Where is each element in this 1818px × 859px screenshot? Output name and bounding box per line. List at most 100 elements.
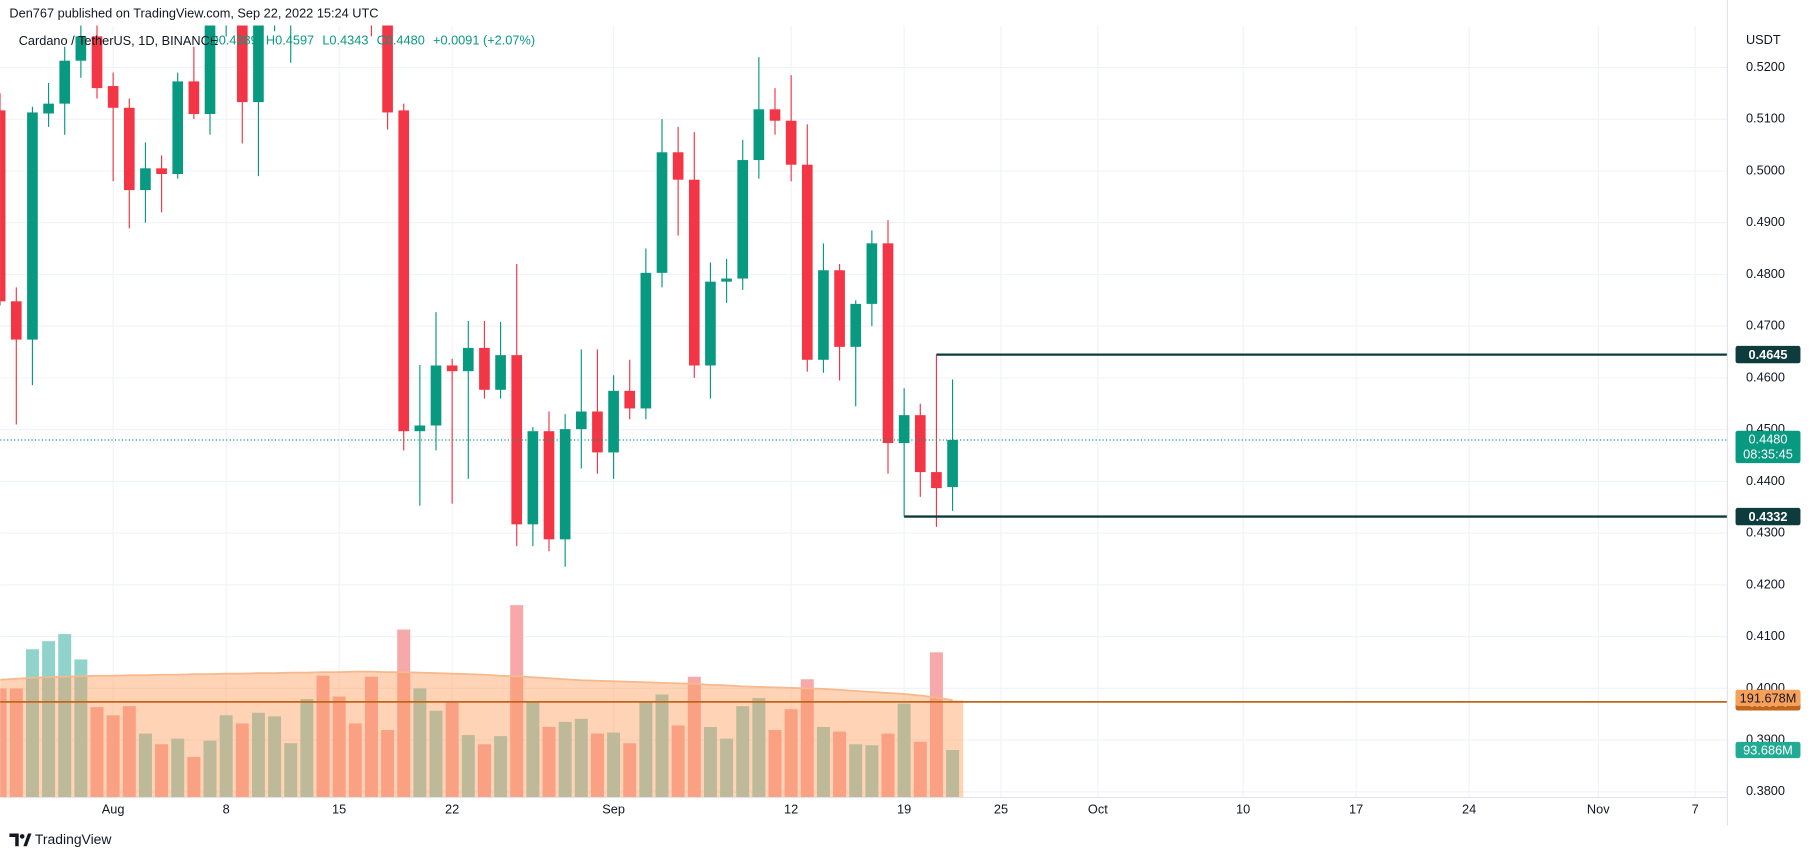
x-tick-label: Oct [1088,802,1108,817]
candle-body [575,411,587,430]
volume-label-bg [1735,741,1801,759]
y-tick-label: 0.4700 [1746,318,1785,333]
candle-body [398,110,410,432]
volume-bar [58,634,72,798]
y-tick-label: 0.4400 [1746,473,1785,488]
volume-bar [381,730,395,798]
candle-body [107,86,119,108]
volume-bar [235,723,249,798]
ohlc-open: O0.4389 [209,33,258,48]
volume-bar [929,652,943,798]
y-tick-label: 0.5200 [1746,59,1785,74]
y-tick-label: 0.4200 [1746,576,1785,591]
volume-bar [413,688,427,798]
volume-bar [268,716,282,798]
candle-body [688,179,700,366]
y-tick-label: 0.5000 [1746,162,1785,177]
candle-body [818,270,829,360]
candle-body [801,164,813,360]
candle-body [931,472,942,489]
volume-bar [155,744,169,798]
volume-bar [768,730,782,798]
volume-bar [9,688,23,798]
candle-body [253,25,264,103]
brand-name: TradingView [35,831,112,847]
volume-bar [138,733,152,798]
volume-bar [849,744,863,798]
x-tick-label: Sep [602,802,625,817]
volume-bar [0,688,7,798]
candle-body [123,107,135,191]
x-tick-label: 10 [1236,802,1250,817]
volume-bar [752,698,766,798]
volume-bar [671,725,685,798]
volume-bar [122,706,136,798]
ohlc-close: C0.4480 [377,33,425,48]
ohlc-high: H0.4597 [266,33,314,48]
y-tick-label: 0.4100 [1746,628,1785,643]
level-label: 0.4332 [1749,509,1788,524]
volume-bar [639,701,653,798]
candle-body [866,243,878,304]
volume-bar [364,676,378,798]
volume-bar [90,707,104,798]
brand-logo [9,833,32,847]
volume-bar [526,701,540,798]
x-tick-label: 7 [1692,802,1699,817]
volume-ma-area [0,671,964,798]
volume-bar [720,738,734,798]
volume-bar [865,745,879,798]
candle-body [947,439,958,488]
volume-bar [703,726,717,798]
volume-bar [558,721,572,798]
candle-body [140,168,151,191]
volume-bar [736,706,750,798]
overlay: Aug 8 15 22 Sep 12 19 25 Oct 10 17 24 Nov 7 USDT 0.3800… [0,0,1818,826]
volume-bar [316,675,330,798]
candle-body [430,365,442,426]
volume-bar [655,694,669,798]
level-label: 0.4645 [1749,347,1788,362]
volume-bar [74,659,88,798]
candle-body [479,347,490,390]
ohlc-legend: O0.4389 H0.4597 L0.4343 C0.4480 +0.0091 … [209,33,535,48]
volume-bar [219,715,233,798]
candle-body [640,272,652,409]
x-tick-label: 17 [1349,802,1363,817]
x-tick-label: 24 [1462,802,1476,817]
plot-area [0,25,1728,798]
published-note: Den767 published on TradingView.com, Sep… [9,5,378,20]
last-price-label-bg [1735,430,1801,464]
volume-bar [106,715,120,798]
volume-bar [784,709,798,798]
candle-body [495,355,506,390]
volume-bar [946,749,960,798]
logo-slash [23,833,32,847]
x-tick-label: 15 [332,802,346,817]
price-axis-bg [1727,0,1818,826]
volume-bar [607,732,621,798]
candle-body [737,160,749,279]
volume-ma-label: 191.678M [1740,690,1797,705]
volume-ma-label-bg [1735,689,1801,707]
x-tick-label: 22 [445,802,459,817]
candle-body [188,81,200,114]
candle-body [59,60,71,104]
candle-body [43,103,54,114]
x-tick-label: 8 [223,802,230,817]
y-tick-label: 0.5100 [1746,111,1785,126]
x-tick-label: 12 [784,802,798,817]
x-tick-label: 25 [994,802,1008,817]
volume-bar [623,743,637,798]
ohlc-low: L0.4343 [322,33,368,48]
volume-bar [494,736,508,798]
candle-body [672,152,684,180]
candle-body [898,415,910,444]
countdown-label: 08:35:45 [1743,446,1793,461]
currency-label: USDT [1746,32,1781,47]
candle-body [75,36,87,61]
volume-bar [800,679,814,798]
volume-bar [687,676,701,798]
candle-body [914,415,926,473]
